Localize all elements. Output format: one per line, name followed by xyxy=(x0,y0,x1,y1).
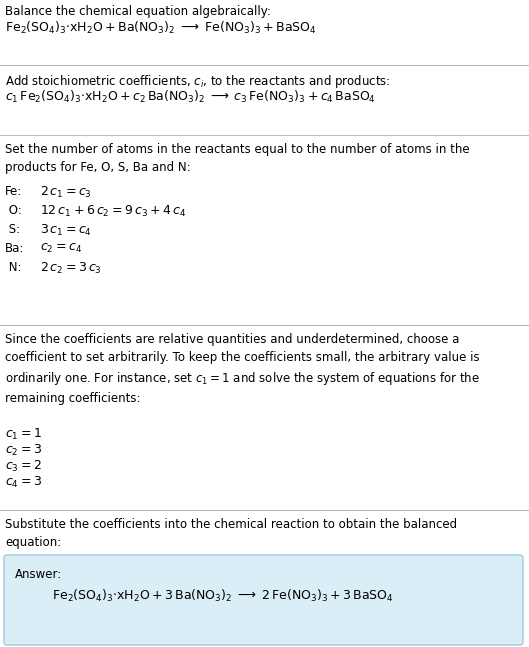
Text: $2\,c_2 = 3\,c_3$: $2\,c_2 = 3\,c_3$ xyxy=(40,261,102,276)
Text: N:: N: xyxy=(5,261,22,274)
Text: Answer:: Answer: xyxy=(15,568,62,581)
Text: Add stoichiometric coefficients, $c_i$, to the reactants and products:: Add stoichiometric coefficients, $c_i$, … xyxy=(5,73,390,90)
Text: Set the number of atoms in the reactants equal to the number of atoms in the
pro: Set the number of atoms in the reactants… xyxy=(5,143,470,174)
Text: $\mathrm{Fe_2(SO_4)_3{\cdot}xH_2O + Ba(NO_3)_2 \;\longrightarrow\; Fe(NO_3)_3 + : $\mathrm{Fe_2(SO_4)_3{\cdot}xH_2O + Ba(N… xyxy=(5,20,317,36)
Text: O:: O: xyxy=(5,204,22,217)
Text: $c_1 = 1$: $c_1 = 1$ xyxy=(5,427,42,442)
Text: $3\,c_1 = c_4$: $3\,c_1 = c_4$ xyxy=(40,223,92,238)
Text: $2\,c_1 = c_3$: $2\,c_1 = c_3$ xyxy=(40,185,92,200)
Text: Ba:: Ba: xyxy=(5,242,24,255)
Text: $c_1\,\mathrm{Fe_2(SO_4)_3{\cdot}xH_2O} + c_2\,\mathrm{Ba(NO_3)_2} \;\longrighta: $c_1\,\mathrm{Fe_2(SO_4)_3{\cdot}xH_2O} … xyxy=(5,89,376,105)
Text: Fe:: Fe: xyxy=(5,185,22,198)
FancyBboxPatch shape xyxy=(4,555,523,645)
Text: Balance the chemical equation algebraically:: Balance the chemical equation algebraica… xyxy=(5,5,271,18)
Text: $\mathrm{Fe_2(SO_4)_3{\cdot}xH_2O + 3\,Ba(NO_3)_2 \;\longrightarrow\; 2\,Fe(NO_3: $\mathrm{Fe_2(SO_4)_3{\cdot}xH_2O + 3\,B… xyxy=(52,588,394,604)
Text: $c_3 = 2$: $c_3 = 2$ xyxy=(5,459,42,474)
Text: $c_4 = 3$: $c_4 = 3$ xyxy=(5,475,42,490)
Text: $12\,c_1 + 6\,c_2 = 9\,c_3 + 4\,c_4$: $12\,c_1 + 6\,c_2 = 9\,c_3 + 4\,c_4$ xyxy=(40,204,186,219)
Text: $c_2 = c_4$: $c_2 = c_4$ xyxy=(40,242,82,255)
Text: Substitute the coefficients into the chemical reaction to obtain the balanced
eq: Substitute the coefficients into the che… xyxy=(5,518,457,549)
Text: $c_2 = 3$: $c_2 = 3$ xyxy=(5,443,42,458)
Text: Since the coefficients are relative quantities and underdetermined, choose a
coe: Since the coefficients are relative quan… xyxy=(5,333,480,405)
Text: S:: S: xyxy=(5,223,20,236)
